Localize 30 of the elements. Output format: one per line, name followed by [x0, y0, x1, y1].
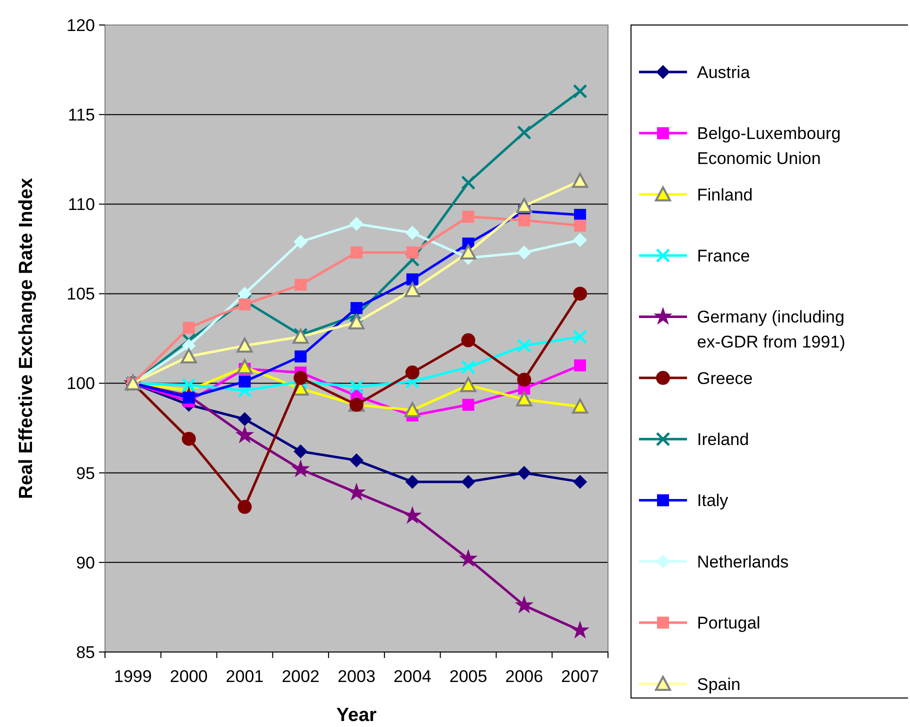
- y-tick-label: 95: [76, 464, 95, 483]
- legend-label: Italy: [697, 491, 729, 510]
- y-tick-label: 100: [66, 374, 95, 394]
- x-tick-label: 2005: [449, 667, 488, 686]
- legend-label: Germany (including ex-GDR from 1991): [697, 308, 846, 352]
- legend-label: Greece: [697, 368, 753, 388]
- legend-label: Finland: [697, 185, 753, 204]
- y-tick-label: 110: [68, 195, 95, 214]
- x-axis-title: Year: [336, 705, 378, 726]
- x-tick-label: 2007: [561, 667, 599, 686]
- legend-label: Netherlands: [697, 552, 789, 572]
- legend-label: Austria: [697, 62, 750, 82]
- legend-label: Portugal: [697, 614, 760, 633]
- x-tick-label: 2001: [226, 667, 264, 686]
- x-tick-label: 2003: [338, 667, 376, 686]
- legend-label: Belgo-Luxembourg Economic Union: [697, 124, 841, 168]
- y-tick-label: 120: [66, 16, 95, 35]
- x-tick-label: 2004: [393, 667, 432, 686]
- y-tick-label: 105: [66, 284, 95, 304]
- legend-label: Spain: [697, 674, 740, 694]
- x-tick-label: 2006: [505, 667, 544, 686]
- x-tick-label: 2002: [282, 667, 320, 686]
- x-tick-label: 1999: [114, 667, 152, 686]
- y-tick-label: 90: [76, 553, 95, 572]
- y-axis-title: Real Effective Exchange Rate Index: [16, 178, 37, 500]
- y-tick-label: 85: [76, 642, 95, 662]
- x-tick-label: 2000: [170, 667, 208, 686]
- legend-label: France: [697, 246, 750, 266]
- legend-label: Ireland: [697, 430, 749, 450]
- y-tick-label: 115: [68, 106, 95, 125]
